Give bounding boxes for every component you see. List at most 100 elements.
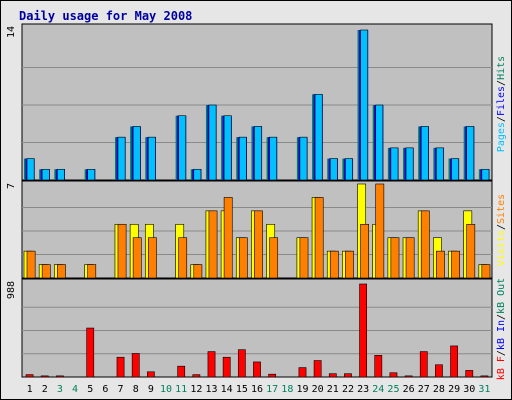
bar-kb-f-day-13 [207, 351, 216, 378]
bar-pages-day-9 [147, 136, 156, 181]
legend-visits-sites: Visits/Sites [496, 194, 507, 266]
y-axis-max-label: 14 [6, 26, 17, 38]
bar-sites-day-21 [329, 250, 339, 279]
bar-sites-day-13 [208, 210, 218, 279]
x-tick-label: 6 [102, 384, 108, 395]
bar-sites-day-1 [26, 250, 36, 279]
bar-kb-f-day-31 [480, 375, 489, 378]
bar-kb-f-day-2 [40, 375, 49, 378]
bar-sites-day-25 [390, 237, 400, 279]
bar-sites-day-12 [193, 264, 203, 279]
x-tick-label: 29 [448, 384, 460, 395]
bar-sites-day-5 [87, 264, 97, 279]
x-tick-label: 17 [266, 384, 278, 395]
legend-item-sites: Sites [496, 194, 507, 224]
bar-kb-f-day-26 [404, 375, 413, 378]
x-tick-label: 26 [403, 384, 415, 395]
bar-sites-day-7 [117, 223, 127, 279]
bar-pages-day-20 [314, 93, 323, 181]
bar-sites-day-28 [436, 250, 445, 279]
chart-title: Daily usage for May 2008 [19, 9, 193, 23]
x-tick-label: 9 [148, 384, 154, 395]
x-tick-label: 31 [478, 384, 490, 395]
bar-pages-day-7 [117, 136, 126, 181]
legend-item-files: Files [496, 86, 507, 116]
x-tick-label: 4 [72, 384, 78, 395]
bar-sites-day-27 [420, 210, 430, 279]
x-tick-label: 19 [296, 384, 308, 395]
bar-kb-f-day-1 [25, 374, 34, 378]
bar-kb-f-day-28 [435, 364, 443, 378]
bar-sites-day-11 [178, 237, 188, 279]
bar-sites-day-20 [314, 197, 324, 279]
bar-pages-day-21 [329, 158, 338, 181]
bar-sites-day-2 [41, 264, 51, 279]
bar-kb-f-day-14 [222, 356, 231, 378]
x-tick-label: 15 [236, 384, 248, 395]
bar-sites-day-24 [375, 183, 385, 279]
x-tick-label: 14 [221, 384, 233, 395]
bar-pages-day-30 [466, 126, 475, 181]
bar-pages-day-15 [238, 136, 247, 181]
x-tick-label: 25 [387, 384, 399, 395]
bar-pages-day-28 [436, 147, 444, 181]
bar-sites-day-15 [238, 237, 248, 279]
bar-sites-day-26 [405, 237, 415, 279]
bar-kb-f-day-12 [192, 374, 201, 378]
x-tick-label: 1 [27, 384, 33, 395]
bar-sites-day-29 [451, 250, 460, 279]
x-tick-label: 24 [372, 384, 384, 395]
plot-area-kbytes [21, 278, 493, 378]
legend-item-visits: Visits [496, 230, 507, 266]
x-tick-label: 18 [281, 384, 293, 395]
bar-sites-day-22 [345, 250, 354, 279]
bar-pages-day-17 [269, 136, 278, 181]
x-tick-label: 2 [42, 384, 48, 395]
x-tick-label: 3 [57, 384, 63, 395]
x-tick-label: 20 [312, 384, 324, 395]
bar-sites-day-14 [223, 197, 233, 279]
bar-pages-day-1 [26, 158, 35, 181]
bar-pages-day-3 [57, 168, 65, 181]
x-tick-label: 8 [133, 384, 139, 395]
bar-sites-day-16 [254, 210, 263, 279]
bar-sites-day-8 [132, 237, 142, 279]
x-tick-label: 11 [175, 384, 187, 395]
bar-pages-day-22 [345, 158, 353, 181]
legend-pages-files-hits: Pages/Files/Hits [496, 56, 507, 152]
bar-pages-day-24 [375, 104, 384, 181]
x-tick-label: 21 [327, 384, 339, 395]
bar-pages-day-8 [132, 126, 141, 181]
bar-kb-f-day-25 [389, 372, 398, 378]
bar-pages-day-13 [208, 104, 217, 181]
bar-kb-f-day-20 [313, 360, 322, 378]
x-tick-label: 12 [190, 384, 202, 395]
bar-pages-day-14 [223, 115, 232, 181]
bar-kb-f-day-24 [374, 355, 383, 378]
bar-kb-f-day-7 [116, 356, 125, 378]
bar-kb-f-day-11 [177, 365, 186, 378]
bar-kb-f-day-27 [419, 351, 428, 378]
bar-kb-f-day-3 [56, 375, 64, 378]
legend-kbytes: kB F/kB In/kB Out [496, 278, 507, 380]
bar-pages-day-2 [41, 168, 50, 181]
y-axis-max-label: 7 [6, 183, 17, 189]
bar-pages-day-29 [451, 158, 459, 181]
x-tick-label: 5 [87, 384, 93, 395]
bar-pages-day-25 [390, 147, 399, 181]
x-tick-label: 28 [433, 384, 445, 395]
bar-pages-day-26 [405, 147, 414, 181]
bar-sites-day-3 [57, 264, 66, 279]
x-tick-label: 23 [357, 384, 369, 395]
bar-kb-f-day-22 [344, 373, 352, 378]
bar-pages-day-27 [420, 126, 429, 181]
bar-pages-day-19 [299, 136, 308, 181]
bar-sites-day-31 [481, 264, 491, 279]
x-tick-label: 30 [463, 384, 475, 395]
bar-kb-f-day-5 [86, 327, 95, 378]
bar-pages-day-31 [481, 168, 490, 181]
bar-kb-f-day-19 [298, 367, 307, 378]
bar-pages-day-5 [87, 168, 96, 181]
legend-item-kb-in: kB In [496, 320, 507, 350]
